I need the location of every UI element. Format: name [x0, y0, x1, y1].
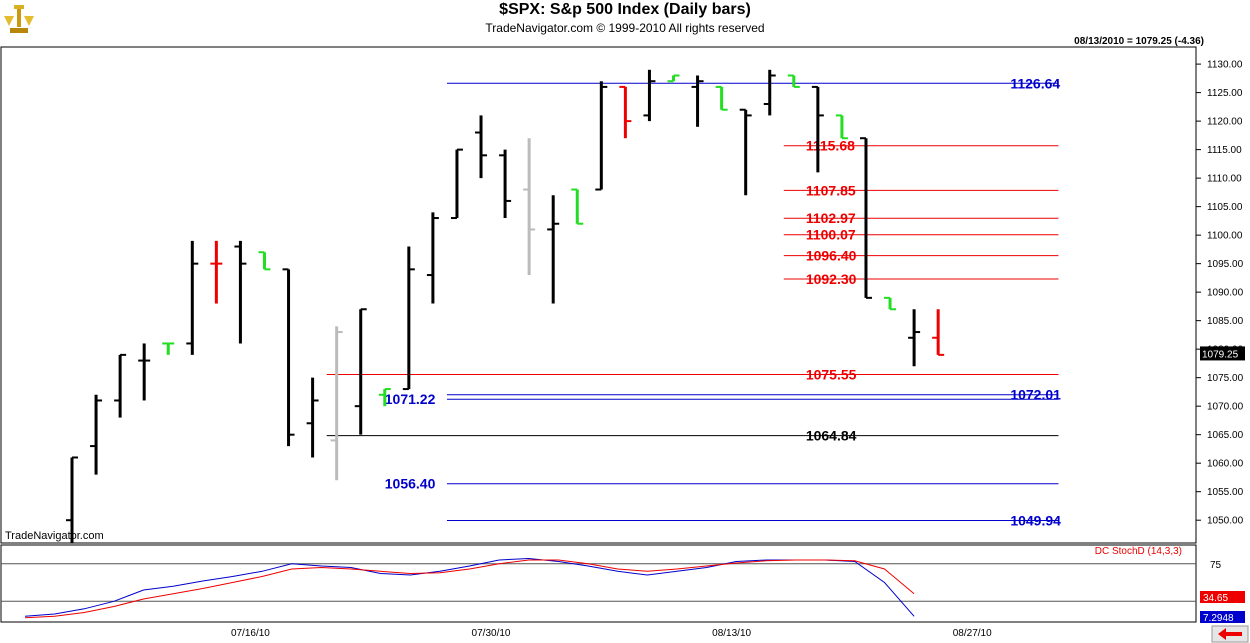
price-axis-label: 1065.00	[1207, 430, 1244, 441]
price-panel-frame	[0, 46, 1197, 544]
price-axis-label: 1070.00	[1207, 402, 1244, 413]
ohlc-bar	[426, 212, 439, 304]
last-price-label: 1079.25	[1202, 349, 1239, 360]
stoch-value-box	[1200, 611, 1245, 623]
ohlc-bar	[835, 114, 848, 140]
price-axis-label: 1105.00	[1207, 202, 1243, 213]
level-label: 1071.22	[385, 391, 436, 407]
price-axis-label: 1115.00	[1207, 145, 1242, 156]
level-label: 1064.84	[806, 428, 857, 444]
ohlc-bar	[523, 138, 536, 276]
ohlc-bar	[499, 149, 512, 219]
price-axis-label: 1110.00	[1207, 174, 1242, 185]
level-label: 1102.97	[806, 210, 856, 226]
level-label: 1100.07	[806, 227, 856, 243]
ohlc-bar	[66, 456, 78, 543]
ohlc-bar	[932, 309, 945, 356]
ohlc-bar	[90, 394, 103, 475]
level-label: 1049.94	[1010, 513, 1061, 529]
watermark: TradeNavigator.com	[5, 530, 104, 542]
last-price-box	[1200, 346, 1245, 361]
ohlc-bar	[691, 75, 704, 127]
price-axis-label: 1055.00	[1207, 487, 1244, 498]
ohlc-bar	[234, 240, 247, 344]
ohlc-bar	[354, 308, 367, 435]
ohlc-bar	[739, 108, 752, 196]
price-axis-label: 1100.00	[1207, 231, 1243, 242]
ohlc-bar	[547, 195, 560, 304]
status-readout: 08/13/2010 = 1079.25 (-4.36)	[1074, 36, 1204, 47]
ohlc-bar	[258, 251, 271, 271]
ohlc-bar	[210, 240, 223, 304]
ohlc-bar	[859, 137, 872, 299]
ohlc-bar	[787, 74, 800, 88]
scroll-arrow-icon[interactable]	[1211, 625, 1249, 643]
ohlc-bar	[450, 148, 463, 220]
ohlc-bar	[571, 188, 584, 225]
price-axis-label: 1075.00	[1207, 373, 1244, 384]
chart-subtitle: TradeNavigator.com © 1999-2010 All right…	[485, 21, 765, 35]
level-label: 1056.40	[385, 476, 436, 492]
ohlc-bar	[402, 246, 415, 391]
time-axis-label: 08/13/10	[712, 628, 751, 639]
stoch-value-box	[1200, 591, 1245, 603]
price-axis-label: 1085.00	[1207, 316, 1244, 327]
stoch-line	[24, 557, 915, 617]
ohlc-bar	[619, 85, 632, 139]
price-axis-label: 1060.00	[1207, 459, 1244, 470]
time-axis-label: 07/30/10	[472, 628, 511, 639]
price-axis-label: 1130.00	[1207, 60, 1243, 71]
ohlc-bar	[306, 377, 319, 458]
stoch-value-label: 34.65	[1203, 593, 1228, 604]
ohlc-bar	[667, 74, 680, 83]
ohlc-bar	[715, 85, 728, 111]
stoch-axis-label: 75	[1210, 560, 1222, 571]
stoch-line	[24, 559, 915, 619]
ohlc-bar	[884, 296, 897, 311]
level-label: 1072.01	[1010, 387, 1061, 403]
level-label: 1126.64	[1010, 75, 1060, 91]
stoch-title: DC StochD (14,3,3)	[1095, 546, 1182, 557]
ohlc-bar	[330, 326, 343, 481]
level-label: 1092.30	[806, 271, 857, 287]
ohlc-bar	[811, 85, 824, 173]
chart-title: $SPX: S&p 500 Index (Daily bars)	[499, 1, 751, 18]
ohlc-bar	[162, 342, 175, 355]
ohlc-bar	[114, 353, 127, 418]
level-label: 1075.55	[806, 367, 857, 383]
price-axis-label: 1095.00	[1207, 259, 1244, 270]
level-label: 1096.40	[806, 248, 857, 264]
ohlc-bar	[908, 309, 921, 367]
ohlc-bar	[643, 69, 656, 122]
time-axis-label: 07/16/10	[231, 628, 270, 639]
stoch-value-label: 7.2948	[1203, 613, 1234, 624]
price-axis-label: 1120.00	[1207, 117, 1243, 128]
ohlc-bar	[475, 115, 488, 179]
level-label: 1115.68	[806, 138, 855, 154]
level-label: 1107.85	[806, 182, 856, 198]
indicator-panel-frame	[0, 544, 1197, 623]
ohlc-bar	[186, 240, 199, 355]
ohlc-bar	[138, 343, 151, 401]
price-axis-label: 1050.00	[1207, 516, 1244, 527]
ohlc-bar	[763, 69, 776, 116]
ohlc-bar	[378, 388, 391, 407]
trade-navigator-logo-icon	[2, 2, 36, 36]
price-axis-label: 1090.00	[1207, 288, 1244, 299]
price-axis-label: 1125.00	[1207, 88, 1243, 99]
time-axis-label: 08/27/10	[953, 628, 992, 639]
ohlc-bar	[595, 81, 608, 191]
ohlc-bar	[282, 268, 295, 447]
